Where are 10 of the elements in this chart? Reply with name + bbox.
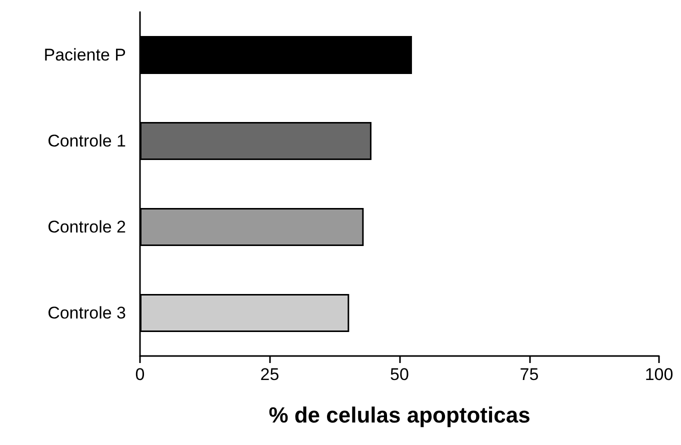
y-tick-label: Controle 3 [48, 304, 126, 322]
x-axis-title: % de celulas apoptoticas [268, 402, 530, 428]
x-tick-label: 75 [520, 365, 539, 384]
x-tick-label: 100 [644, 365, 674, 384]
x-tick-label: 50 [390, 365, 409, 384]
x-tick-label: 0 [135, 365, 145, 384]
y-tick-label: Controle 2 [48, 218, 126, 236]
y-tick-label: Controle 1 [48, 132, 126, 150]
x-tick-label: 25 [260, 365, 280, 384]
y-tick-label: Paciente P [44, 46, 126, 64]
